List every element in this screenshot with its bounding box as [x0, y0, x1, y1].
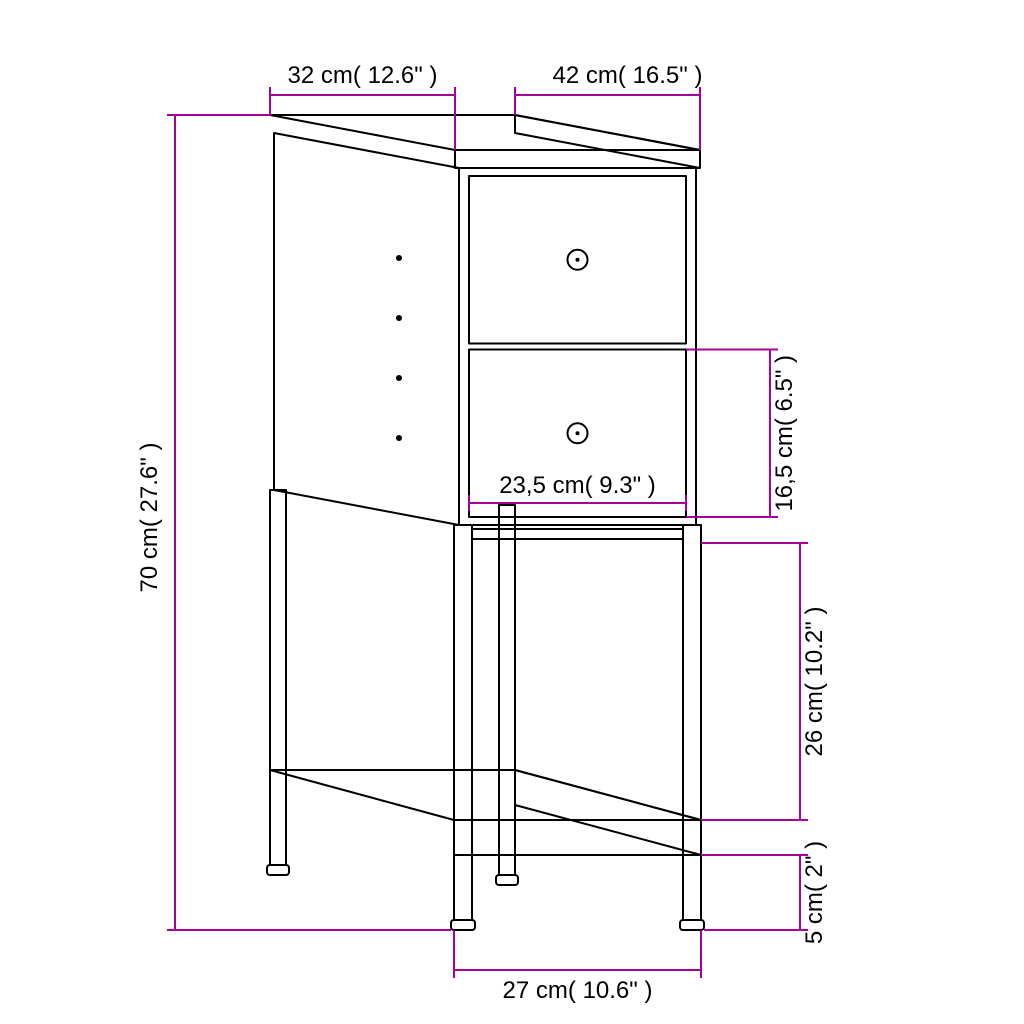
drawer-cabinet — [274, 133, 696, 525]
legs — [267, 490, 704, 930]
drawer — [469, 176, 686, 344]
dim-label-open-height: 26 cm( 10.2" ) — [801, 607, 828, 757]
dim-label-foot-height: 5 cm( 2" ) — [801, 841, 828, 944]
drawer-knob — [568, 250, 588, 270]
dim-label-shelf-width: 27 cm( 10.6" ) — [503, 977, 653, 1004]
drawer-knob — [568, 423, 588, 443]
dimensions — [175, 95, 800, 970]
dim-label-depth: 32 cm( 12.6" ) — [288, 62, 438, 89]
dim-label-height: 70 cm( 27.6" ) — [136, 443, 163, 593]
bottom-shelf — [270, 770, 701, 855]
dim-label-drawer-height-cm: 16,5 cm( 6.5" ) — [771, 355, 798, 512]
dim-label-width-top: 42 cm( 16.5" ) — [553, 62, 703, 89]
dim-label-drawer-width: 23,5 cm( 9.3" ) — [499, 472, 656, 499]
tabletop — [270, 115, 700, 168]
